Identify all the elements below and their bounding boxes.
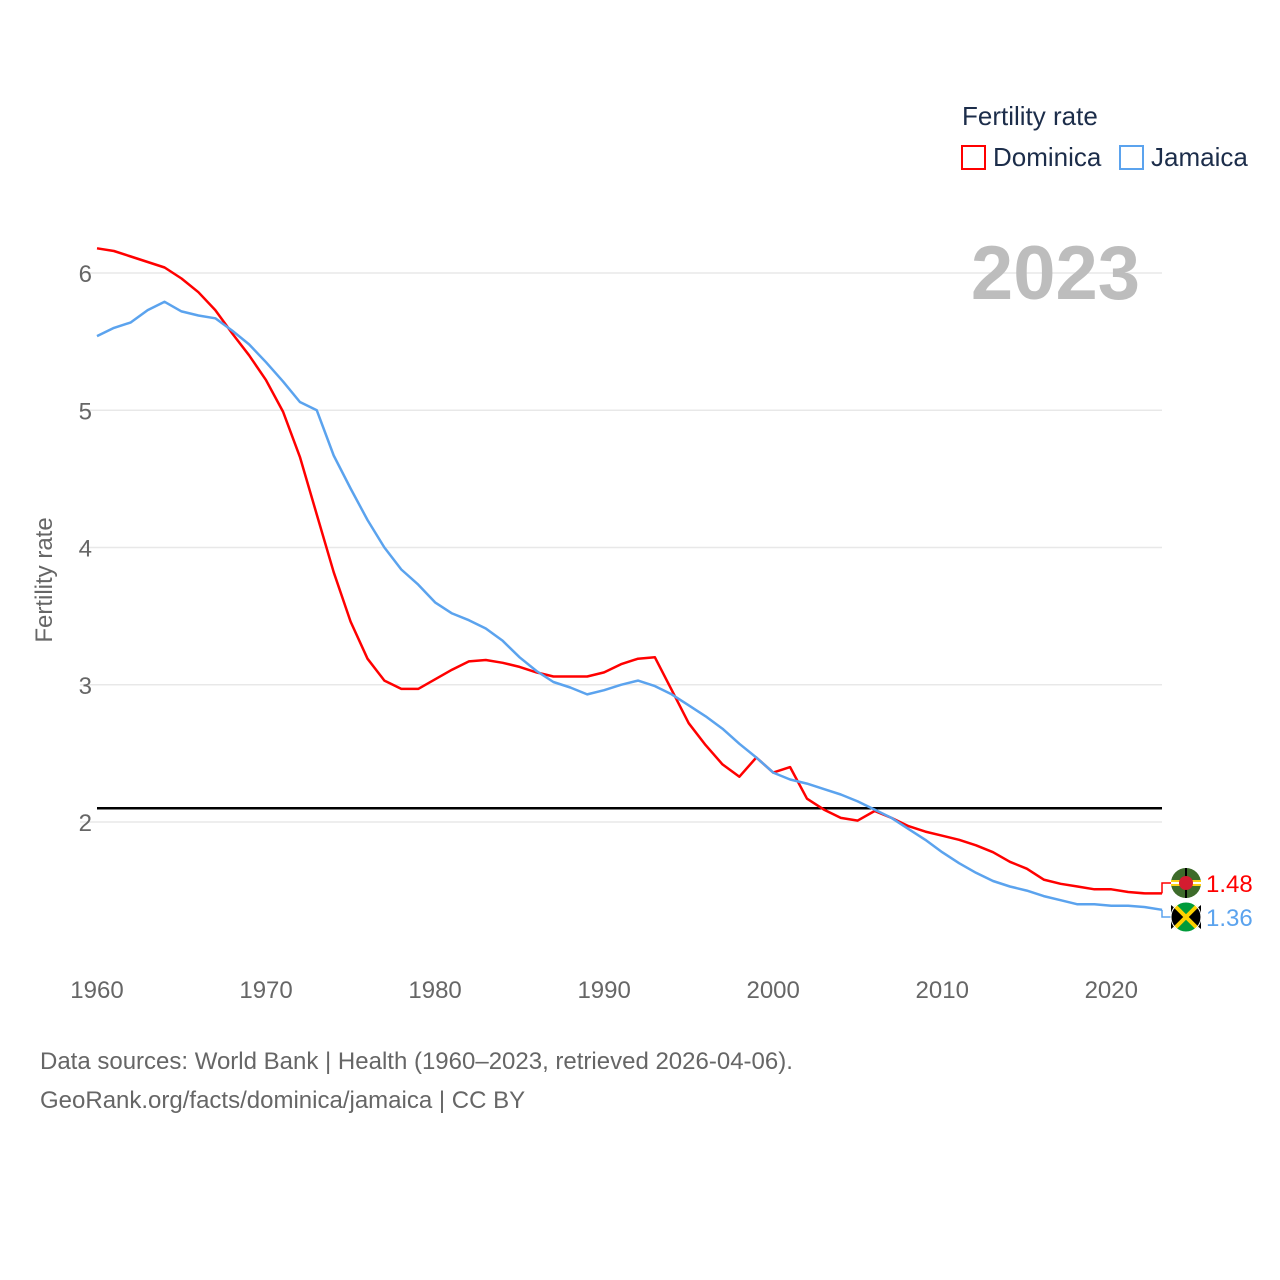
legend-swatch-jamaica xyxy=(1119,145,1144,170)
data-source-note: Data sources: World Bank | Health (1960–… xyxy=(40,1048,793,1075)
legend-title: Fertility rate xyxy=(962,101,1098,131)
footer: Data sources: World Bank | Health (1960–… xyxy=(40,1042,793,1120)
y-axis-label: Fertility rate xyxy=(31,517,58,642)
flag-border xyxy=(1170,901,1202,933)
x-tick-label: 2000 xyxy=(746,977,799,1004)
legend-label-dominica: Dominica xyxy=(993,142,1102,172)
end-value-label-dominica: 1.48 xyxy=(1206,871,1253,898)
end-connector xyxy=(1161,882,1172,894)
x-tick-label: 1960 xyxy=(70,977,123,1004)
y-tick-label: 3 xyxy=(79,673,92,700)
y-tick-label: 6 xyxy=(79,261,92,288)
y-tick-label: 4 xyxy=(79,536,92,563)
flag-saltire xyxy=(1173,904,1199,930)
end-value-label-jamaica: 1.36 xyxy=(1206,905,1253,932)
x-tick-label: 1970 xyxy=(239,977,292,1004)
x-tick-label: 2010 xyxy=(916,977,969,1004)
series-line-jamaica xyxy=(96,300,1163,912)
legend-label-jamaica: Jamaica xyxy=(1151,142,1248,172)
end-connector xyxy=(1161,909,1172,918)
legend-swatch-dominica xyxy=(961,145,986,170)
y-tick-label: 2 xyxy=(79,810,92,837)
flag-disc xyxy=(1179,876,1193,890)
series-line-dominica xyxy=(96,247,1162,895)
x-tick-label: 2020 xyxy=(1085,977,1138,1004)
year-label: 2023 xyxy=(971,231,1140,316)
y-tick-label: 5 xyxy=(79,398,92,425)
x-tick-label: 1990 xyxy=(577,977,630,1004)
source-link[interactable]: GeoRank.org/facts/dominica/jamaica | CC … xyxy=(40,1087,526,1114)
x-tick-label: 1980 xyxy=(408,977,461,1004)
